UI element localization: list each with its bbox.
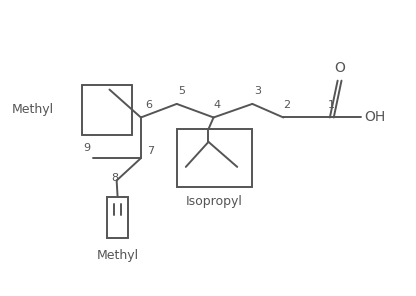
Text: 3: 3: [254, 86, 261, 96]
Text: Methyl: Methyl: [12, 103, 54, 116]
Text: 6: 6: [146, 100, 153, 110]
Text: 9: 9: [84, 143, 91, 153]
Text: 2: 2: [283, 100, 290, 110]
Text: OH: OH: [364, 110, 385, 125]
Text: Methyl: Methyl: [97, 249, 139, 262]
Text: 1: 1: [328, 100, 335, 110]
Text: Isopropyl: Isopropyl: [186, 195, 243, 208]
Bar: [107, 197, 128, 238]
Bar: [177, 129, 253, 187]
Text: 8: 8: [111, 173, 118, 184]
Text: 5: 5: [178, 86, 186, 96]
Text: 7: 7: [147, 146, 154, 156]
Text: 4: 4: [213, 100, 221, 110]
Text: O: O: [334, 61, 345, 75]
